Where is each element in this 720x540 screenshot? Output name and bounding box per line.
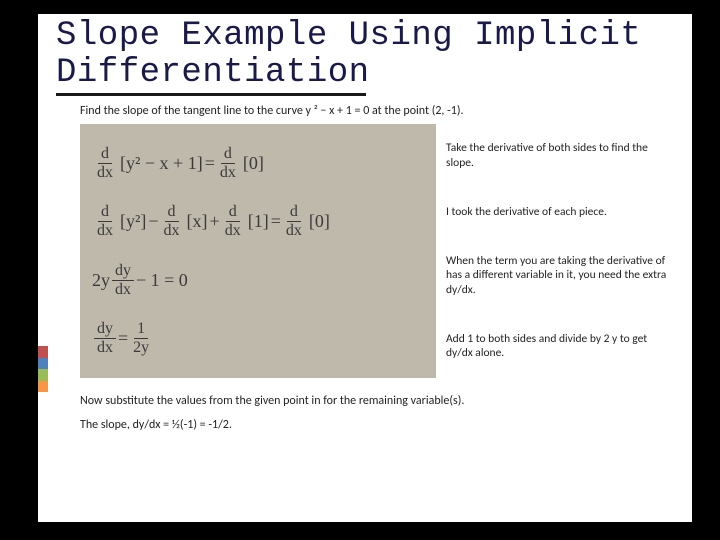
problem-statement: Find the slope of the tangent line to th… <box>38 100 692 124</box>
accent-stripe <box>38 358 48 370</box>
slide-title: Slope Example Using Implicit Differentia… <box>38 14 692 93</box>
equals-sign: = <box>118 328 128 349</box>
equation-1: d dx [y² − x + 1] = d dx [0] <box>92 146 424 181</box>
annotation-1: Take the derivative of both sides to fin… <box>446 141 680 170</box>
eq3-coef: 2y <box>92 270 110 291</box>
ddx-icon: d dx <box>283 204 305 239</box>
annotation-4: Add 1 to both sides and divide by 2 y to… <box>446 332 680 361</box>
accent-stripe <box>38 381 48 393</box>
ddx-icon: d dx <box>94 204 116 239</box>
eq2-x: [x] <box>187 211 208 232</box>
eq2-0: [0] <box>309 211 330 232</box>
equation-3: 2y dy dx − 1 = 0 <box>92 263 424 298</box>
eq3-tail: − 1 = 0 <box>136 270 188 291</box>
equation-2: d dx [y²] − d dx [x] + d dx [1] <box>92 204 424 239</box>
plus-sign: + <box>210 211 220 232</box>
title-line-2: Differentiation <box>56 55 682 92</box>
substitute-note: Now substitute the values from the given… <box>38 382 692 408</box>
accent-bar-icon <box>38 346 48 392</box>
equals-sign: = <box>205 153 215 174</box>
eq2-1: [1] <box>248 211 269 232</box>
dydx-icon: dy dx <box>94 321 116 356</box>
annotation-2: I took the derivative of each piece. <box>446 205 680 219</box>
accent-stripe <box>38 369 48 381</box>
math-work-image: d dx [y² − x + 1] = d dx [0] d dx <box>80 124 436 378</box>
final-answer: The slope, dy/dx = ½(-1) = -1/2. <box>38 408 692 432</box>
eq1-lhs-body: [y² − x + 1] <box>120 153 203 174</box>
ddx-icon: d dx <box>217 146 239 181</box>
content-area: Slope Example Using Implicit Differentia… <box>38 14 692 522</box>
eq2-y2: [y²] <box>120 211 146 232</box>
equals-sign: = <box>271 211 281 232</box>
annotation-3: When the term you are taking the derivat… <box>446 254 680 297</box>
step-annotations: Take the derivative of both sides to fin… <box>436 124 680 378</box>
dydx-icon: dy dx <box>112 263 134 298</box>
fraction-1-over-2y: 1 2y <box>130 321 152 356</box>
ddx-icon: d dx <box>161 204 183 239</box>
eq1-rhs-body: [0] <box>243 153 264 174</box>
title-line-1: Slope Example Using Implicit <box>56 18 682 55</box>
slide: Slope Example Using Implicit Differentia… <box>0 0 720 540</box>
title-underline <box>56 93 366 96</box>
minus-sign: − <box>148 211 158 232</box>
ddx-icon: d dx <box>222 204 244 239</box>
ddx-icon: d dx <box>94 146 116 181</box>
work-row: d dx [y² − x + 1] = d dx [0] d dx <box>38 124 692 382</box>
accent-stripe <box>38 346 48 358</box>
equation-4: dy dx = 1 2y <box>92 321 424 356</box>
